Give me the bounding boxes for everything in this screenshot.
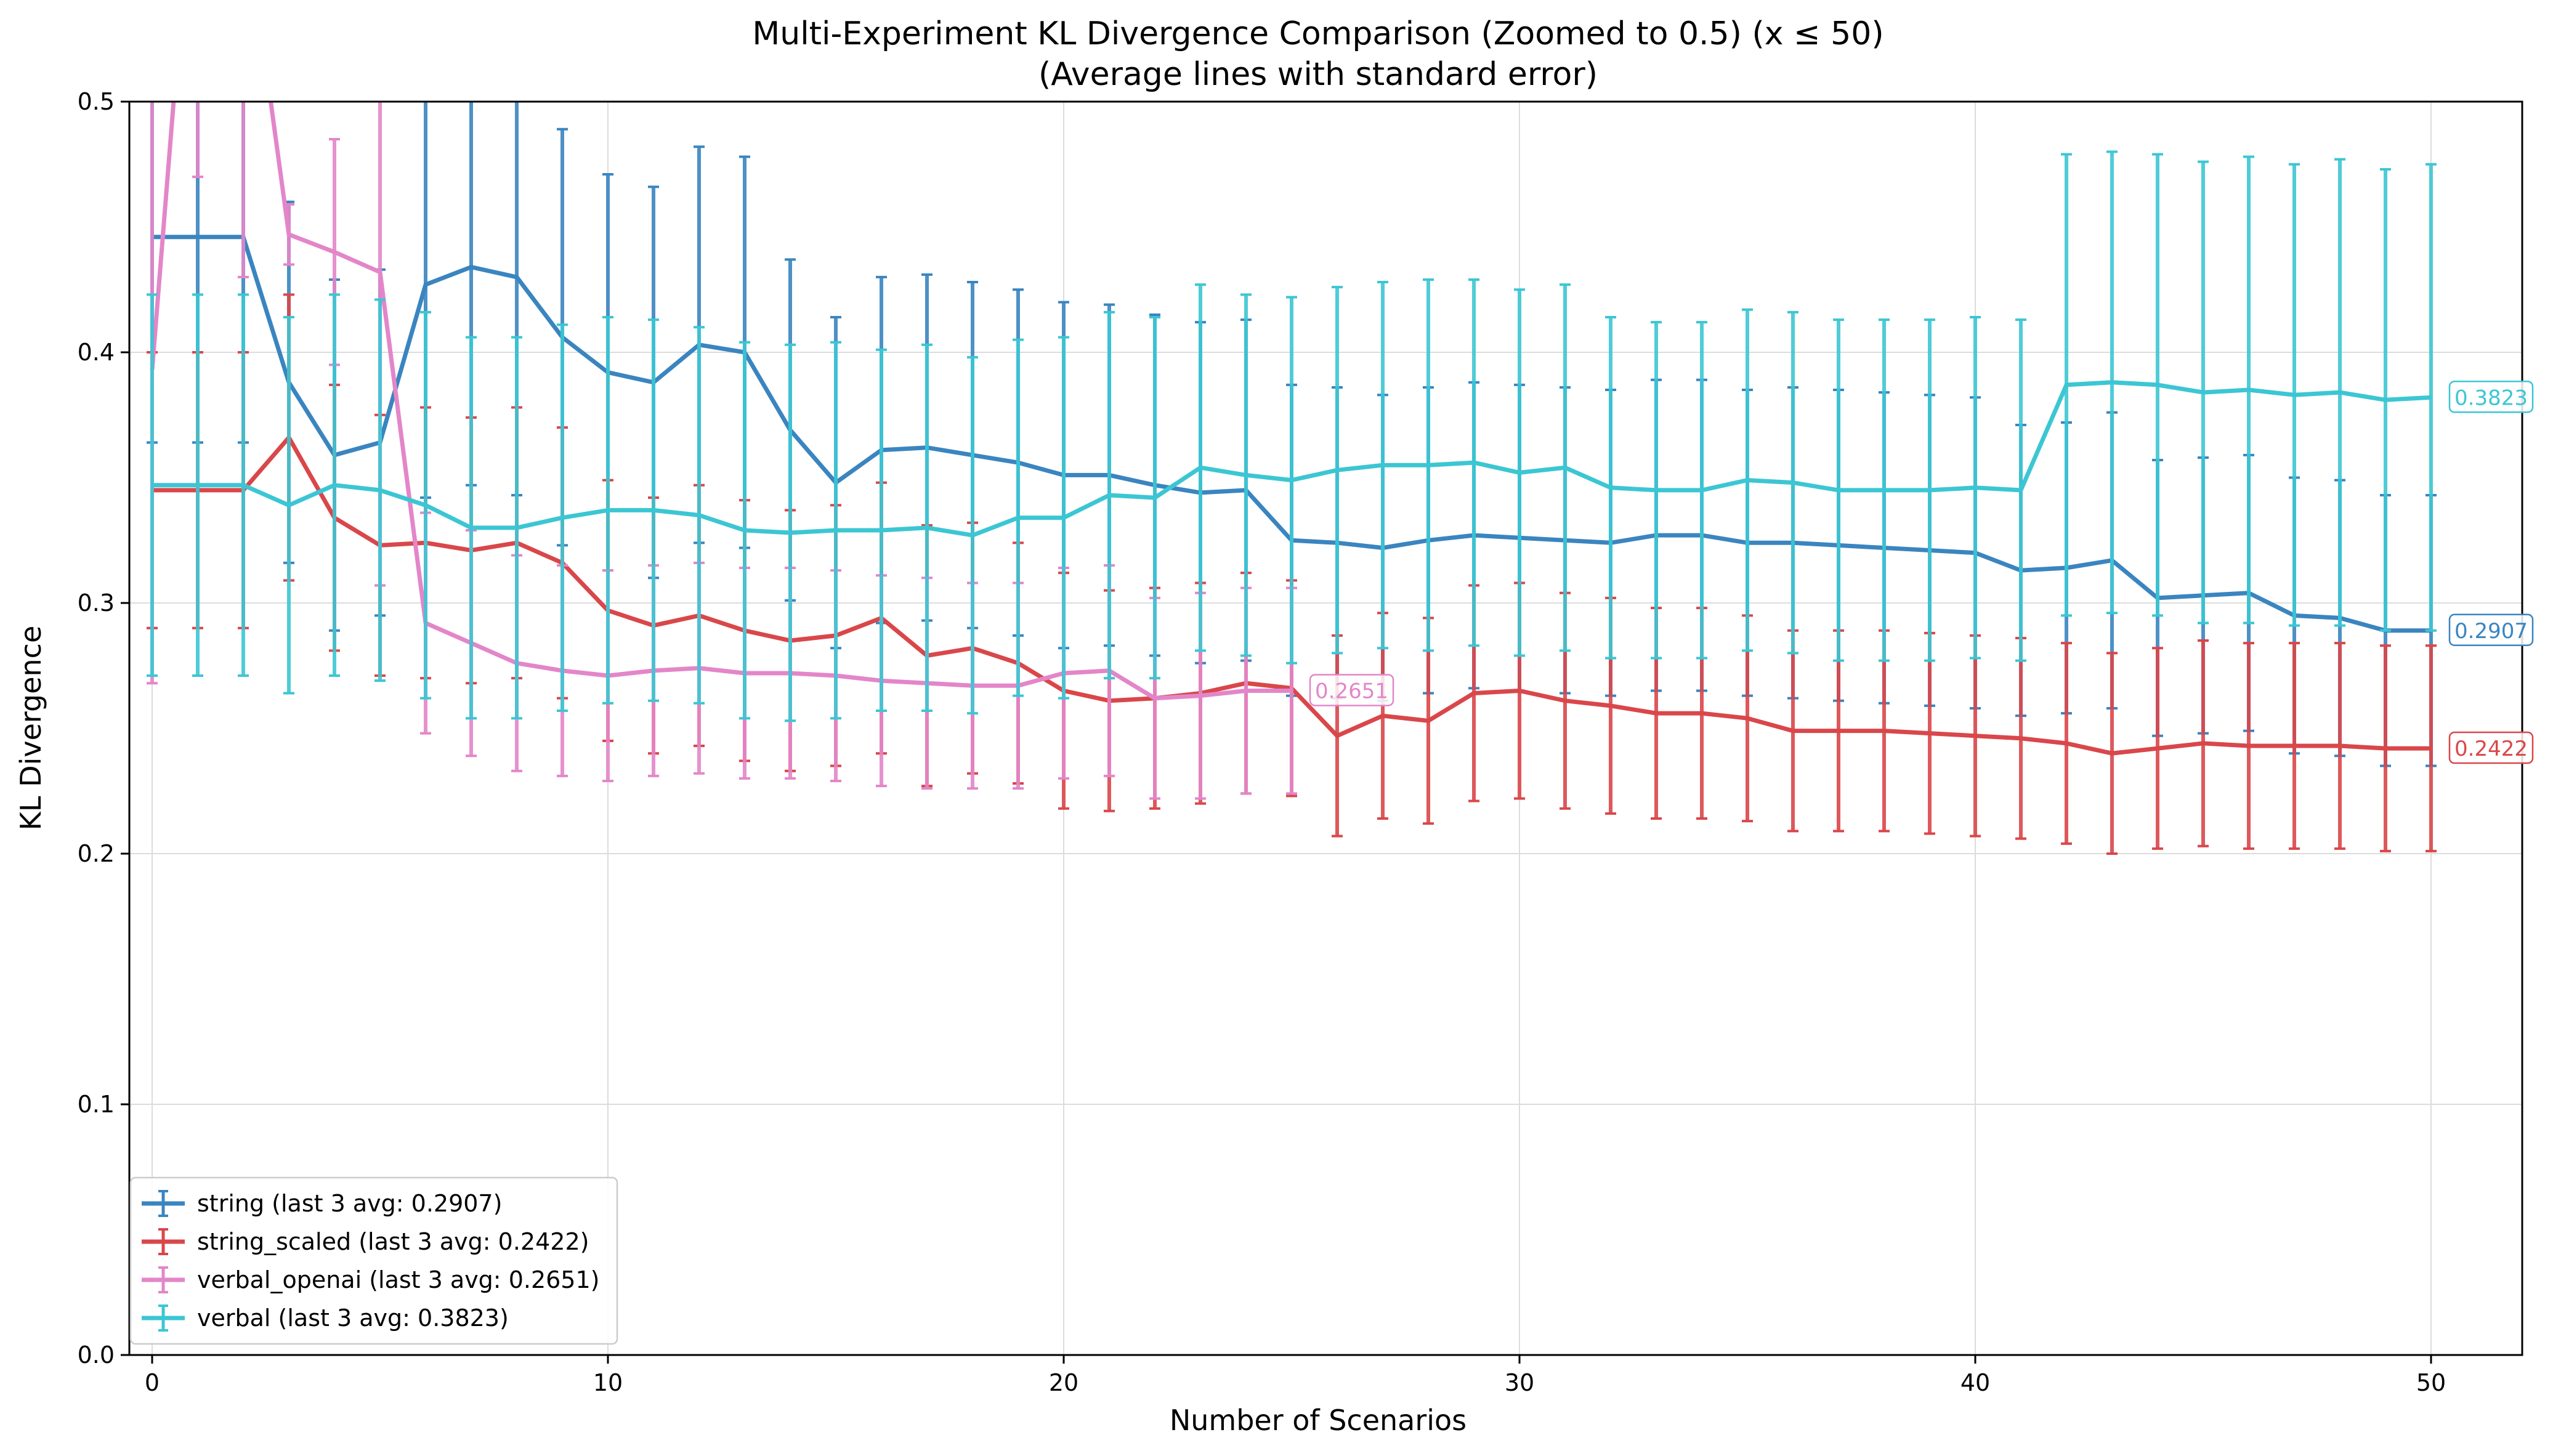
plot-frame bbox=[128, 100, 2523, 1356]
end-label: 0.2422 bbox=[2454, 737, 2528, 761]
y-tick-label: 0.5 bbox=[78, 88, 115, 115]
x-tick-label: 50 bbox=[2416, 1369, 2446, 1396]
end-label: 0.2907 bbox=[2454, 619, 2528, 644]
x-tick-label: 30 bbox=[1505, 1369, 1534, 1396]
y-tick-label: 0.0 bbox=[78, 1341, 115, 1369]
legend-label: string (last 3 avg: 0.2907) bbox=[197, 1190, 502, 1217]
legend-label: verbal (last 3 avg: 0.3823) bbox=[197, 1304, 509, 1332]
chart-subtitle: (Average lines with standard error) bbox=[1038, 56, 1598, 93]
legend-box bbox=[129, 1176, 618, 1345]
legend-label: verbal_openai (last 3 avg: 0.2651) bbox=[197, 1266, 599, 1293]
end-labels: 0.2907 0.2422 0.2651 0.3823 bbox=[1309, 381, 2534, 764]
end-label: 0.2651 bbox=[1315, 679, 1388, 703]
x-tick-label: 40 bbox=[1960, 1369, 1990, 1396]
series-layer bbox=[147, 102, 2437, 855]
legend-label: string_scaled (last 3 avg: 0.2422) bbox=[197, 1228, 589, 1255]
y-tick-label: 0.3 bbox=[78, 589, 115, 617]
legend: string (last 3 avg: 0.2907) string_scaled… bbox=[129, 1176, 618, 1345]
x-tick-label: 20 bbox=[1049, 1369, 1078, 1396]
end-label-box bbox=[1309, 674, 1394, 706]
series-line bbox=[152, 380, 2432, 538]
x-tick-label: 10 bbox=[593, 1369, 623, 1396]
end-label-box bbox=[2448, 613, 2534, 647]
end-label-box bbox=[2448, 381, 2534, 413]
series-3 bbox=[147, 150, 2437, 722]
y-tick-label: 0.4 bbox=[78, 339, 115, 366]
end-label-box bbox=[2448, 731, 2534, 764]
x-tick-label: 0 bbox=[145, 1369, 160, 1396]
y-tick-label: 0.1 bbox=[78, 1091, 115, 1118]
series-line bbox=[150, 102, 1292, 701]
end-label: 0.3823 bbox=[2454, 386, 2528, 410]
y-tick-label: 0.2 bbox=[78, 840, 115, 867]
y-axis-label: KL Divergence bbox=[14, 626, 47, 831]
x-axis-label: Number of Scenarios bbox=[1170, 1404, 1467, 1437]
ticks: 0 10 20 30 40 50 0.0 0.1 0.2 0.3 0.4 0.5 bbox=[78, 88, 2446, 1396]
chart-title: Multi-Experiment KL Divergence Compariso… bbox=[752, 15, 1883, 52]
